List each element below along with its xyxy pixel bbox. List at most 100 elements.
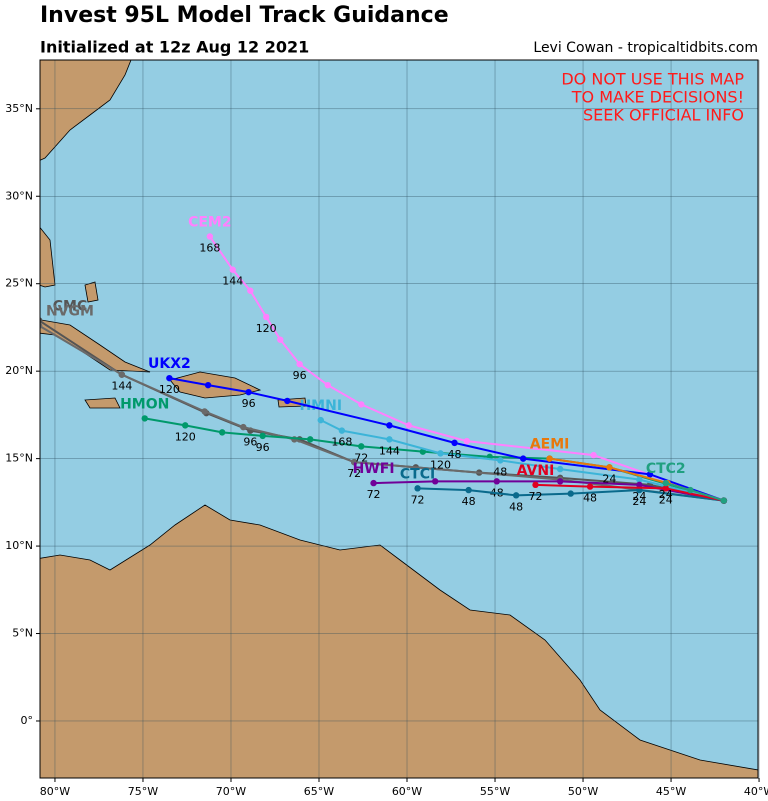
forecast-hour: 120	[256, 322, 277, 335]
forecast-hour: 168	[331, 436, 352, 449]
track-name: HMNI	[299, 398, 342, 414]
credit: Levi Cowan - tropicaltidbits.com	[533, 40, 758, 56]
track-point	[419, 448, 427, 455]
track-point	[662, 485, 669, 492]
forecast-hour: 120	[159, 383, 180, 396]
graticule: 80°W 75°W 70°W 65°W 60°W 55°W 50°W 45°W 40°W 0° 5°…	[5, 60, 768, 798]
track-point	[338, 427, 346, 434]
lon-tick-label: 75°W	[128, 785, 158, 798]
track-name: HMON	[120, 396, 169, 412]
track-point	[451, 439, 458, 447]
forecast-hour: 24	[659, 488, 673, 501]
forecast-hour: 72	[347, 467, 361, 480]
track-point	[386, 422, 393, 429]
track-point	[240, 423, 247, 431]
track-point	[182, 422, 189, 429]
track-name: AEMI	[530, 437, 570, 453]
track-point	[40, 322, 43, 329]
track-point	[351, 458, 358, 466]
warning-line: TO MAKE DECISIONS!	[571, 88, 744, 107]
track-point	[40, 317, 43, 324]
track-point	[556, 465, 564, 473]
lat-tick-label: 5°N	[12, 627, 33, 640]
forecast-hour: 120	[430, 458, 451, 471]
title: Invest 95L Model Track Guidance	[40, 3, 449, 28]
track-point	[358, 401, 365, 408]
track-line	[320, 419, 725, 502]
forecast-hour: 72	[367, 488, 381, 501]
track-point	[141, 415, 148, 422]
track-point	[259, 432, 266, 440]
forecast-hour: 72	[529, 490, 543, 503]
track-point	[317, 416, 324, 424]
forecast-hour: 96	[242, 397, 256, 410]
track-point	[532, 481, 539, 489]
forecast-hour: 72	[354, 451, 368, 464]
track-point	[606, 464, 613, 471]
warning-line: DO NOT USE THIS MAP	[561, 70, 744, 89]
forecast-hour: 24	[659, 493, 673, 506]
track-point	[465, 486, 472, 494]
forecast-hour: 48	[462, 495, 476, 508]
track-name: CTC2	[646, 461, 686, 477]
track-point	[229, 266, 236, 273]
lon-tick-label: 65°W	[304, 785, 334, 798]
lat-tick-label: 30°N	[5, 189, 33, 202]
forecast-hour: 168	[199, 241, 220, 254]
lat-tick-label: 20°N	[5, 364, 33, 377]
forecast-hour: 144	[222, 275, 243, 288]
track-point	[590, 451, 597, 459]
forecast-hour: 96	[243, 436, 257, 449]
lat-tick-label: 0°	[21, 714, 34, 727]
forecast-hour: 48	[509, 500, 523, 513]
track-point	[414, 485, 421, 492]
track-point	[284, 397, 291, 405]
track-name: HWFI	[353, 461, 395, 477]
track-point	[306, 436, 314, 443]
track-point	[720, 497, 728, 504]
lon-tick-label: 40°W	[744, 785, 768, 798]
forecast-hour: 144	[111, 380, 132, 393]
track-line	[40, 325, 724, 502]
forecast-hour: 96	[293, 369, 307, 382]
forecast-hour: 24	[632, 495, 646, 508]
track-point	[662, 479, 669, 487]
track-name: UKX2	[148, 356, 191, 372]
forecast-hour: 144	[379, 444, 400, 457]
track-point	[636, 476, 643, 483]
map-frame	[39, 59, 759, 779]
track-point	[118, 371, 126, 378]
lat-tick-label: 35°N	[5, 102, 33, 115]
lat-tick-label: 10°N	[5, 539, 33, 552]
track-point	[386, 436, 393, 443]
track-point	[463, 437, 471, 445]
track-point	[262, 313, 270, 321]
track-line	[417, 487, 724, 502]
track-point	[493, 478, 500, 485]
forecast-hour: 48	[583, 492, 597, 505]
track-line	[209, 235, 725, 502]
track-point	[519, 455, 527, 462]
lon-tick-label: 60°W	[392, 785, 422, 798]
track-name: NVGM	[46, 304, 94, 320]
track-point	[512, 492, 520, 499]
track-point	[567, 490, 574, 497]
track-point	[405, 422, 412, 429]
lon-tick-label: 70°W	[216, 785, 246, 798]
track-line	[535, 483, 725, 502]
track-point	[324, 381, 331, 389]
forecast-hour: 120	[175, 430, 196, 443]
forecast-hour: 48	[448, 448, 462, 461]
track-point	[247, 287, 254, 294]
lon-tick-label: 80°W	[40, 785, 70, 798]
forecast-hour: 96	[256, 441, 270, 454]
track-point	[201, 408, 208, 415]
track-point	[277, 336, 284, 343]
subtitle: Initialized at 12z Aug 12 2021	[40, 38, 309, 57]
lon-tick-label: 45°W	[656, 785, 686, 798]
track-point	[431, 478, 439, 485]
track-point	[206, 233, 214, 240]
track-point	[245, 388, 252, 396]
